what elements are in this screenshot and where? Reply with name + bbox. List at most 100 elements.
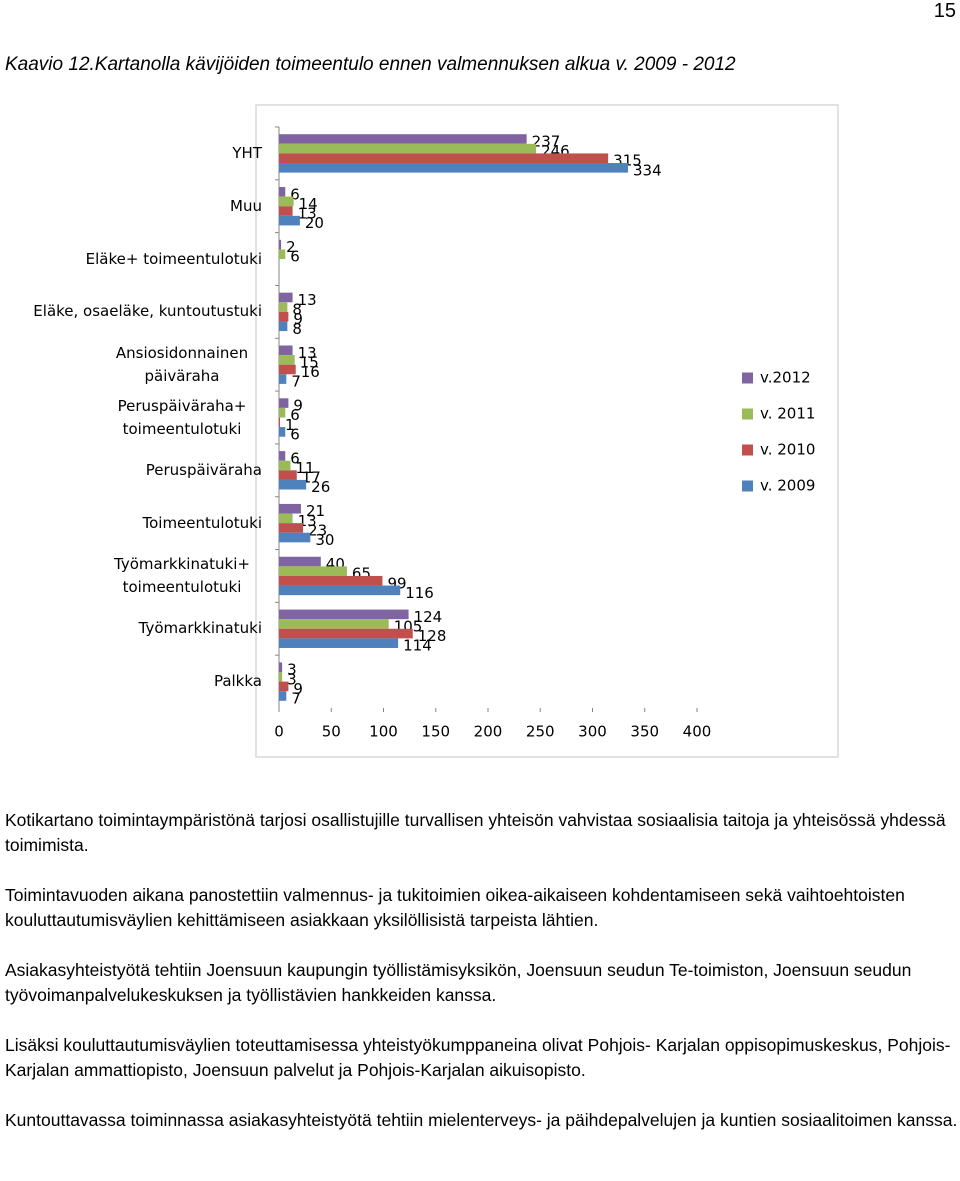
y-tick-label: Muu [230,196,262,215]
page-number: 15 [933,0,956,22]
legend-label: v. 2010 [760,441,815,459]
bar [279,321,288,332]
legend-label: v.2012 [760,369,811,387]
legend-swatch [742,444,753,456]
data-label: 20 [305,214,324,232]
bar [279,143,537,154]
bar [279,523,304,533]
bar [279,619,389,629]
bar [279,407,286,418]
bar [279,374,287,384]
data-label: 6 [290,248,300,266]
data-label: 7 [291,689,301,707]
bar [279,292,293,303]
bar [279,451,286,461]
y-tick-label: Peruspäiväraha+ toimeentulotuki [117,396,247,438]
bar [279,364,296,375]
bar [279,134,527,144]
data-label: 26 [311,478,330,496]
data-label: 6 [290,185,300,203]
bar [279,628,413,639]
y-tick-label: Palkka [213,672,262,691]
bar [279,691,287,701]
data-label: 9 [293,397,303,415]
data-label: 30 [315,531,334,549]
bar [279,532,311,543]
body-text: Kotikartano toimintaympäristönä tarjosi … [5,808,960,1158]
data-label: 11 [295,459,314,477]
y-tick-label: Työmarkkinatuki+ toimeentulotuki [114,554,250,596]
y-tick-label: Toimeentulotuki [142,513,262,532]
bar [279,609,409,620]
caption: Kaavio 12.Kartanolla kävijöiden toimeent… [5,54,736,75]
paragraph: Kotikartano toimintaympäristönä tarjosi … [5,810,946,855]
bar [279,503,301,514]
bar [279,398,289,408]
data-label: 13 [298,291,317,309]
data-label: 17 [302,469,321,487]
data-label: 21 [306,502,325,520]
y-tick-label: YHT [232,143,262,162]
bar [279,470,297,480]
bar [279,513,293,524]
data-label: 8 [292,301,302,319]
y-tick-label: Peruspäiväraha [145,460,262,479]
data-label: 6 [290,449,300,467]
data-label: 124 [414,608,443,626]
data-label: 334 [633,161,662,179]
chart-frame [255,104,839,758]
x-tick-label: 250 [526,723,555,741]
bar [279,556,321,567]
bar [279,302,288,312]
paragraph: Lisäksi kouluttautumisväylien toteuttami… [5,1035,951,1080]
bar [279,355,295,365]
bar [279,566,347,576]
bar [279,196,294,207]
y-tick-label: Työmarkkinatuki [138,619,262,638]
data-label: 3 [287,661,297,679]
bar [279,575,383,586]
x-tick-label: 200 [474,723,503,741]
x-tick-label: 300 [578,723,607,741]
data-label: 128 [418,627,447,645]
data-label: 8 [292,320,302,338]
x-tick-label: 50 [322,723,341,741]
paragraph: Asiakasyhteistyötä tehtiin Joensuun kaup… [5,960,912,1005]
data-label: 13 [298,205,317,223]
x-tick-label: 150 [421,723,450,741]
bar [279,681,289,692]
bar [279,479,307,490]
legend-label: v. 2011 [760,405,815,423]
bar [279,638,399,648]
data-label: 114 [403,637,432,655]
data-label: 13 [298,344,317,362]
data-label: 16 [301,363,320,381]
data-label: 2 [286,238,296,256]
paragraph: Kuntouttavassa toiminnassa asiakasyhteis… [5,1110,958,1130]
data-label: 3 [287,670,297,688]
x-tick-label: 350 [630,723,659,741]
data-label: 14 [299,195,318,213]
y-tick-label: Eläke+ toimeentulotuki [85,249,262,268]
y-tick-label: Eläke, osaeläke, kuntoutustuki [33,302,262,321]
data-label: 237 [532,133,561,151]
bar [279,215,300,226]
data-label: 1 [285,416,295,434]
bar [279,460,291,471]
bar [279,311,289,322]
bar [279,427,286,437]
data-label: 9 [293,310,303,328]
legend-swatch [742,480,753,492]
data-label: 7 [291,373,301,391]
legend-swatch [742,372,753,384]
bar [279,163,629,173]
bar [279,345,293,356]
data-label: 6 [290,406,300,424]
bar [279,585,401,596]
data-label: 9 [293,680,303,698]
bar [279,249,286,260]
x-tick-label: 400 [683,723,712,741]
data-label: 15 [300,353,319,371]
bar [279,187,286,197]
